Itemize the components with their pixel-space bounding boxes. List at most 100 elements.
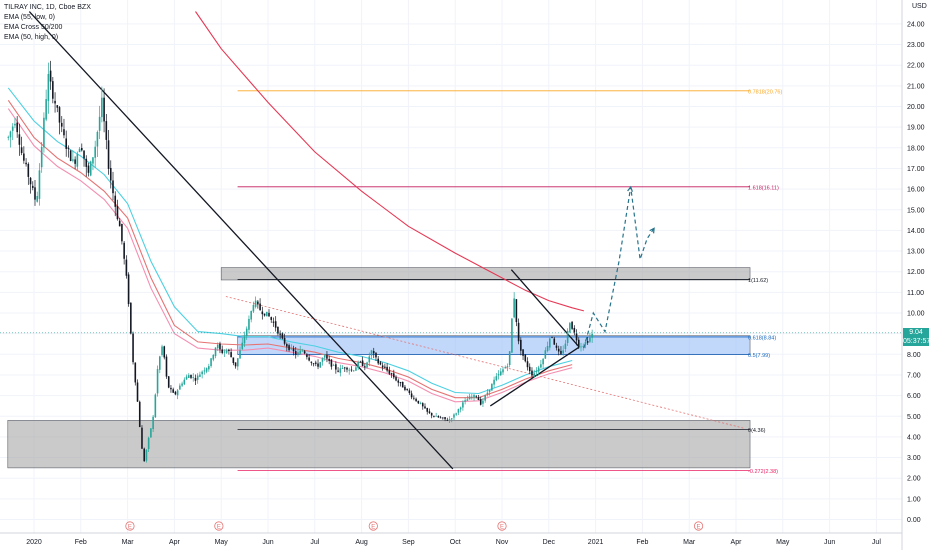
candle-body <box>584 342 587 345</box>
candle-body <box>450 418 453 420</box>
y-axis[interactable]: 0.001.002.003.004.005.006.007.008.009.00… <box>901 0 925 550</box>
candle-body <box>52 81 54 99</box>
legend-ema-50-high[interactable]: EMA (50, high, 0) <box>4 34 59 41</box>
candle-body <box>537 367 540 372</box>
candle-body <box>152 416 154 430</box>
candle-body <box>20 147 23 154</box>
candle-body <box>154 394 157 418</box>
legend-ema-55-low[interactable]: EMA (55, low, 0) <box>4 14 55 21</box>
candle-body <box>426 407 429 412</box>
candle-body <box>301 350 304 352</box>
candle-body <box>352 370 355 372</box>
x-tick-label: Jun <box>824 539 835 546</box>
price-zone <box>220 267 751 281</box>
candle-body <box>421 403 424 407</box>
candle-body <box>181 383 183 386</box>
candle-body <box>337 370 339 372</box>
candle-body <box>401 381 404 388</box>
x-tick-label: Apr <box>731 539 743 546</box>
projection-layer <box>583 185 655 349</box>
ema-line <box>7 108 573 403</box>
candle-body <box>468 396 471 400</box>
candle-body <box>212 354 215 360</box>
candle-body <box>569 323 571 333</box>
candle-body <box>27 163 30 177</box>
fib-level-label: 0(4.36) <box>748 428 766 434</box>
candle-body <box>359 361 362 363</box>
candle-body <box>118 220 121 227</box>
candle-body <box>34 187 36 200</box>
candle-body <box>241 342 244 349</box>
candle-body <box>517 322 520 342</box>
candle-body <box>444 417 446 420</box>
candle-body <box>288 345 290 351</box>
candle-body <box>54 100 56 104</box>
earnings-marker <box>693 521 704 531</box>
candle-body <box>272 321 275 323</box>
candle-body <box>40 146 43 168</box>
legend-symbol[interactable]: TILRAY INC, 1D, Cboe BZX <box>4 4 91 11</box>
candle-body <box>473 394 475 398</box>
candle-body <box>43 117 45 148</box>
y-tick-label: 15.00 <box>907 207 925 214</box>
ema-line <box>7 87 573 395</box>
candle-body <box>58 107 61 123</box>
candle-body <box>252 304 255 312</box>
candle-body <box>98 116 101 131</box>
candle-body <box>147 437 150 450</box>
candle-body <box>214 347 217 357</box>
candle-body <box>493 379 495 385</box>
candle-body <box>116 205 119 220</box>
candle-body <box>477 397 480 400</box>
price-zone <box>7 420 751 469</box>
candle-body <box>136 382 139 402</box>
candle-body <box>388 370 391 374</box>
candle-body <box>428 411 431 413</box>
candle-body <box>9 131 12 138</box>
candle-body <box>185 376 188 380</box>
candle-body <box>555 345 558 348</box>
candle-body <box>479 399 482 405</box>
candle-body <box>564 343 567 349</box>
projection-arrowhead <box>649 227 655 234</box>
legend-ema-cross[interactable]: EMA Cross 50/200 <box>4 24 63 31</box>
fib-level-label: 0.618(8.84) <box>748 335 776 341</box>
candle-body <box>577 339 580 347</box>
candle-body <box>283 337 286 344</box>
candle-body <box>419 403 422 404</box>
candle-body <box>573 327 576 333</box>
candle-body <box>208 366 210 370</box>
candle-body <box>29 177 32 185</box>
x-tick-label: Aug <box>355 539 368 546</box>
candle-body <box>45 99 47 120</box>
candle-body <box>317 363 319 367</box>
candle-body <box>92 157 94 164</box>
candle-body <box>348 369 351 371</box>
candle-body <box>87 165 90 173</box>
candle-body <box>357 362 359 369</box>
x-tick-label: Mar <box>122 539 135 546</box>
candle-body <box>506 366 509 368</box>
candle-body <box>430 412 433 416</box>
candle-body <box>303 351 306 354</box>
y-tick-label: 21.00 <box>907 83 925 90</box>
candle-body <box>499 371 502 376</box>
candle-body <box>127 274 130 305</box>
candle-body <box>508 351 511 365</box>
x-axis[interactable]: 2020 Feb Mar Apr May Jun Jul Aug Sep Oct Nov Dec 202… <box>0 532 902 546</box>
candle-body <box>364 366 366 368</box>
candle-body <box>165 356 168 377</box>
y-tick-label: 22.00 <box>907 63 925 70</box>
candle-body <box>557 348 560 352</box>
y-tick-label: 18.00 <box>907 145 925 152</box>
candle-body <box>216 344 219 349</box>
candle-body <box>551 336 553 338</box>
candle-body <box>482 400 484 404</box>
candle-body <box>286 344 288 347</box>
x-tick-label: Dec <box>543 539 556 546</box>
candle-body <box>72 159 74 161</box>
candle-body <box>386 366 388 371</box>
candle-body <box>16 122 18 133</box>
